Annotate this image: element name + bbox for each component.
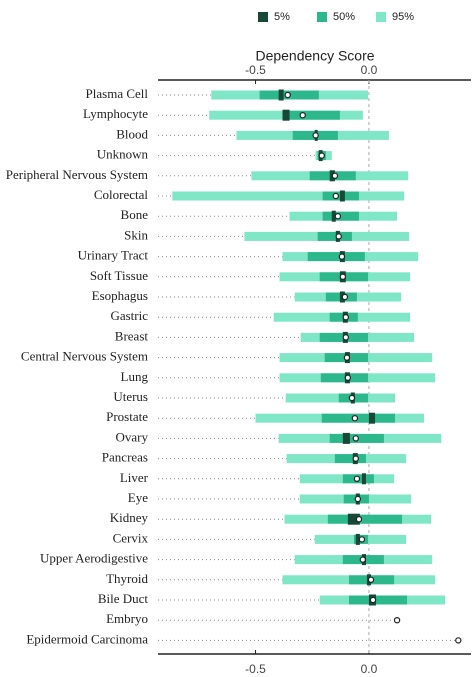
median-point — [342, 334, 349, 341]
category-label: Upper Aerodigestive — [40, 551, 148, 566]
interval-bar — [320, 373, 369, 383]
interval-bar — [342, 432, 350, 444]
category-label: Prostate — [106, 409, 148, 424]
category-label: Blood — [116, 126, 148, 141]
category-label: Pancreas — [102, 450, 148, 465]
interval-bar — [321, 413, 396, 423]
category-label: Plasma Cell — [86, 86, 149, 101]
median-point — [318, 152, 325, 159]
interval-bar — [307, 252, 365, 262]
category-label: Lung — [121, 369, 149, 384]
median-point — [344, 374, 352, 381]
interval-bar — [348, 595, 408, 605]
interval-bar — [317, 231, 352, 241]
category-label: Cervix — [113, 530, 149, 545]
median-point — [455, 637, 462, 644]
category-label: Bone — [121, 207, 149, 222]
category-label: Liver — [120, 470, 149, 485]
legend-label: 50% — [333, 11, 355, 23]
x-tick-label-top: 0.0 — [361, 63, 378, 77]
median-point — [348, 394, 356, 402]
category-label: Epidermoid Carcinoma — [26, 631, 148, 646]
interval-bar — [339, 190, 345, 202]
interval-bar — [331, 210, 336, 222]
median-point — [339, 273, 347, 280]
category-label: Embryo — [106, 611, 148, 626]
median-point — [353, 475, 361, 482]
median-point — [351, 415, 359, 422]
median-point — [341, 293, 349, 301]
category-label: Soft Tissue — [90, 268, 148, 283]
interval-bar — [334, 454, 366, 464]
category-label: Kidney — [110, 510, 149, 525]
category-label: Gastric — [110, 308, 148, 323]
median-point — [369, 596, 377, 604]
interval-bar — [282, 109, 290, 121]
median-point — [334, 212, 342, 220]
median-point — [342, 314, 349, 321]
median-point — [352, 435, 359, 442]
median-point — [332, 192, 340, 200]
median-point — [393, 617, 401, 624]
category-label: Uterus — [113, 389, 148, 404]
median-point — [338, 253, 346, 260]
category-label: Ovary — [116, 429, 149, 444]
category-label: Eye — [128, 490, 148, 505]
median-point — [312, 132, 319, 139]
interval-bar — [361, 473, 366, 485]
median-point — [367, 576, 375, 584]
interval-bar — [327, 514, 403, 524]
legend-label: 5% — [274, 11, 290, 23]
median-point — [358, 536, 366, 543]
median-point — [352, 455, 359, 462]
chart-title: Dependency Score — [255, 48, 374, 64]
median-point — [343, 354, 351, 361]
category-label: Central Nervous System — [21, 349, 148, 364]
category-label: Urinary Tract — [78, 248, 149, 263]
median-point — [335, 233, 342, 240]
category-label: Unknown — [97, 147, 149, 162]
category-label: Skin — [124, 227, 148, 242]
x-tick-label-top: -0.5 — [245, 63, 266, 77]
interval-bar — [286, 110, 340, 120]
category-label: Lymphocyte — [83, 106, 148, 121]
category-label: Bile Duct — [98, 591, 149, 606]
interval-bar — [355, 533, 360, 545]
legend-swatch — [317, 12, 327, 22]
median-point — [359, 556, 367, 563]
median-point — [354, 495, 362, 503]
category-label: Esophagus — [92, 288, 148, 303]
median-point — [284, 91, 291, 99]
legend-label: 95% — [392, 11, 414, 23]
median-point — [331, 172, 339, 179]
x-tick-label-bottom: -0.5 — [245, 662, 266, 676]
category-label: Peripheral Nervous System — [6, 167, 148, 182]
category-label: Thyroid — [106, 571, 148, 586]
x-tick-label-bottom: 0.0 — [361, 662, 378, 676]
legend-swatch — [258, 12, 268, 22]
median-point — [299, 111, 306, 119]
interval-bar — [368, 412, 376, 424]
legend-swatch — [376, 12, 386, 22]
category-label: Breast — [115, 328, 149, 343]
median-point — [355, 516, 363, 523]
interval-bar — [172, 191, 405, 201]
interval-bar — [347, 513, 360, 525]
category-label: Colorectal — [94, 187, 149, 202]
interval-bar — [278, 89, 284, 101]
